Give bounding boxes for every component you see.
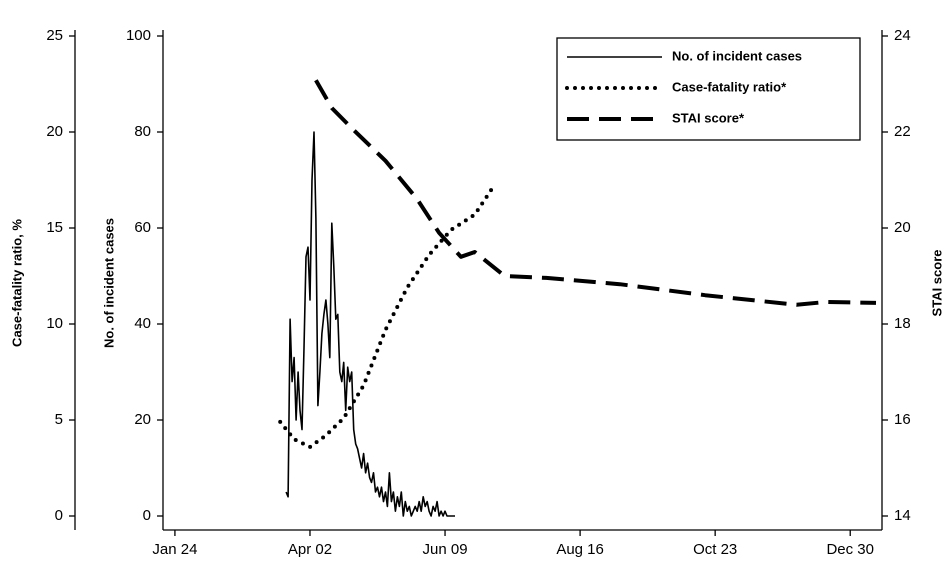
x-tick-label: Dec 30: [826, 541, 874, 558]
y3-axis-label: Case-fatality ratio, %: [9, 219, 24, 347]
series-line: [285, 131, 455, 517]
y-tick-label: 15: [46, 219, 63, 236]
y-tick-label: 14: [894, 507, 911, 524]
y-tick-label: 18: [894, 315, 911, 332]
y-tick-label: 100: [126, 27, 151, 44]
x-tick-label: Jun 09: [423, 541, 468, 558]
y-tick-label: 80: [134, 123, 151, 140]
y-tick-label: 20: [134, 411, 151, 428]
y-tick-label: 24: [894, 27, 911, 44]
y-tick-label: 0: [55, 507, 63, 524]
x-tick-label: Jan 24: [152, 541, 197, 558]
y-tick-label: 60: [134, 219, 151, 236]
y-tick-label: 25: [46, 27, 63, 44]
y2-axis-label: STAI score: [929, 250, 944, 317]
x-tick-label: Apr 02: [288, 541, 332, 558]
y-tick-label: 0: [143, 507, 151, 524]
y-tick-label: 22: [894, 123, 911, 140]
y-tick-label: 20: [46, 123, 63, 140]
series-line: [278, 185, 495, 449]
y-tick-label: 5: [55, 411, 63, 428]
series-line: [314, 79, 877, 307]
x-tick-label: Aug 16: [556, 541, 604, 558]
y-axis-label: No. of incident cases: [101, 218, 116, 348]
legend-label: No. of incident cases: [672, 48, 802, 63]
y-tick-label: 16: [894, 411, 911, 428]
legend-label: STAI score*: [672, 110, 745, 125]
legend-label: Case-fatality ratio*: [672, 79, 787, 94]
y-tick-label: 10: [46, 315, 63, 332]
x-tick-label: Oct 23: [693, 541, 737, 558]
y-tick-label: 20: [894, 219, 911, 236]
y-tick-label: 40: [134, 315, 151, 332]
